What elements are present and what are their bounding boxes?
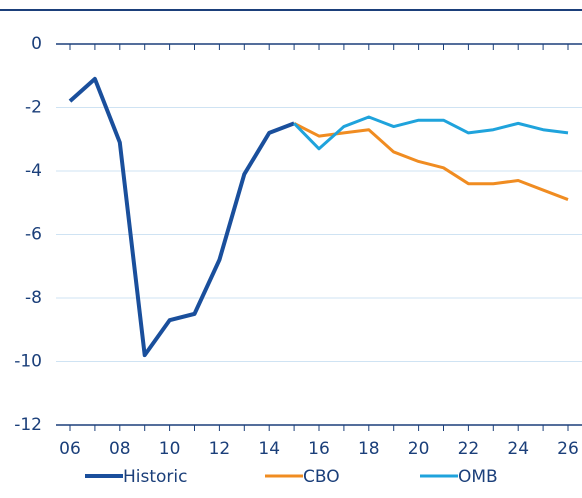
y-tick-label: -8 — [25, 288, 42, 308]
legend-label: OMB — [458, 467, 498, 487]
x-tick-label: 16 — [308, 439, 330, 459]
x-tick-label: 14 — [258, 439, 280, 459]
series-line — [68, 76, 295, 358]
y-tick-label: -2 — [25, 98, 42, 118]
y-tick-label: -4 — [25, 161, 42, 181]
series-line — [293, 122, 569, 201]
x-tick-label: 08 — [109, 439, 131, 459]
y-tick-label: -12 — [14, 415, 42, 435]
y-tick-label: -10 — [14, 352, 42, 372]
x-tick-label: 22 — [458, 439, 480, 459]
x-tick-label: 18 — [358, 439, 380, 459]
y-tick-label: -6 — [25, 225, 42, 245]
x-tick-label: 26 — [557, 439, 579, 459]
legend-label: CBO — [303, 467, 340, 487]
legend-label: Historic — [123, 467, 188, 487]
x-tick-label: 20 — [408, 439, 430, 459]
y-tick-label: 0 — [31, 34, 42, 54]
x-tick-label: 10 — [159, 439, 181, 459]
x-tick-label: 06 — [59, 439, 81, 459]
x-tick-label: 12 — [209, 439, 231, 459]
x-tick-label: 24 — [507, 439, 529, 459]
series-line — [293, 115, 569, 151]
